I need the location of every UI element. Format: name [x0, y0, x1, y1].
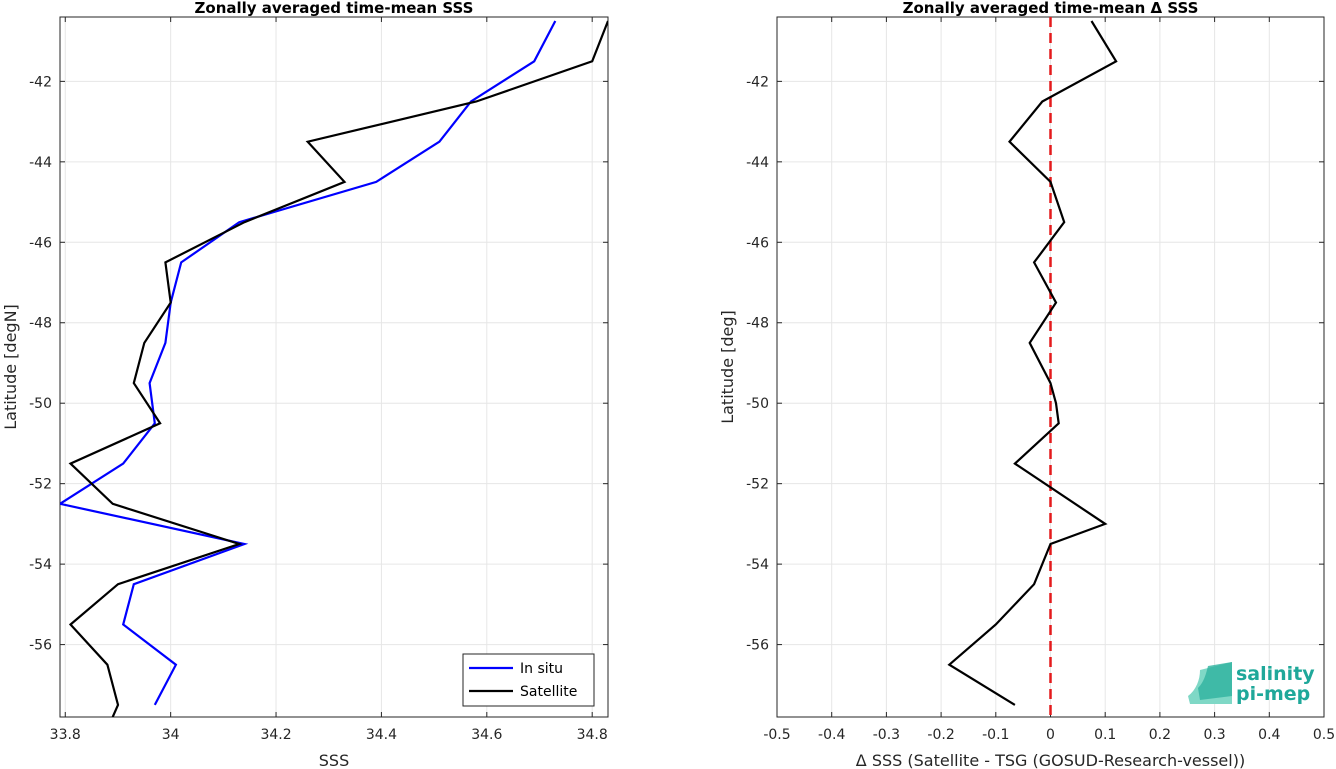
right-panel-delta-sss: -0.5 -0.4 -0.3 -0.2 -0.1 0 0.1 0.2 0.3 0.4 0.5 -42 -… — [718, 0, 1335, 769]
x-tick-label: -0.2 — [927, 727, 954, 743]
axes-frame — [59, 16, 609, 718]
y-tick-label: -52 — [29, 477, 52, 493]
y-tick-label: -44 — [746, 155, 769, 171]
x-axis-label: SSS — [319, 751, 349, 769]
left-panel-sss: 33.8 34 34.2 34.4 34.6 34.8 -42 -44 -46 -48 -50 -52… — [1, 0, 609, 769]
legend: In situ Satellite — [462, 653, 595, 707]
y-axis-label: Latitude [deg] — [718, 310, 737, 424]
y-tick-label: -52 — [746, 477, 769, 493]
x-tick-label: -0.3 — [873, 727, 900, 743]
y-tick-label: -46 — [746, 235, 769, 251]
x-tick-label: 34.4 — [366, 727, 397, 743]
x-tick-label: 0.2 — [1149, 727, 1171, 743]
y-tick-label: -50 — [29, 396, 52, 412]
x-tick-label: 34.2 — [260, 727, 291, 743]
logo-wave-shape-2 — [1198, 662, 1232, 700]
legend-entry: In situ — [520, 661, 563, 677]
x-tick-label: 33.8 — [50, 727, 81, 743]
y-tick-label: -54 — [29, 557, 52, 573]
x-tick-label: -0.5 — [763, 727, 790, 743]
y-tick-label: -48 — [746, 316, 769, 332]
x-tick-label: 34 — [162, 727, 180, 743]
y-tick-label: -56 — [29, 638, 52, 654]
y-tick-label: -42 — [29, 74, 52, 90]
series-line-in-situ — [60, 20, 557, 706]
y-tick-label: -56 — [746, 638, 769, 654]
y-axis-label: Latitude [degN] — [1, 304, 20, 430]
y-tick-label: -54 — [746, 557, 769, 573]
x-tick-label: -0.1 — [982, 727, 1009, 743]
x-axis-label: Δ SSS (Satellite - TSG (GOSUD-Research-v… — [856, 751, 1245, 769]
x-tick-label: 34.8 — [577, 727, 608, 743]
y-tick-label: -46 — [29, 235, 52, 251]
y-tick-label: -44 — [29, 155, 52, 171]
x-tick-label: 34.6 — [471, 727, 502, 743]
legend-entry: Satellite — [520, 684, 577, 700]
salinity-pi-mep-logo: salinity pi-mep — [1188, 662, 1315, 705]
chart-title: Zonally averaged time-mean Δ SSS — [903, 0, 1199, 17]
series-line-satellite — [68, 20, 608, 717]
legend-box — [462, 653, 595, 707]
y-tick-label: -50 — [746, 396, 769, 412]
series-line-delta-sss — [947, 20, 1118, 706]
logo-line2: pi-mep — [1236, 683, 1310, 705]
y-tick-label: -48 — [29, 316, 52, 332]
x-tick-label: 0 — [1046, 727, 1055, 743]
x-tick-label: 0.3 — [1203, 727, 1225, 743]
chart-title: Zonally averaged time-mean SSS — [195, 0, 474, 17]
logo-line1: salinity — [1236, 663, 1315, 685]
x-tick-label: 0.1 — [1094, 727, 1116, 743]
x-tick-label: 0.5 — [1313, 727, 1335, 743]
x-tick-label: -0.4 — [818, 727, 845, 743]
y-tick-label: -42 — [746, 74, 769, 90]
x-tick-label: 0.4 — [1258, 727, 1280, 743]
